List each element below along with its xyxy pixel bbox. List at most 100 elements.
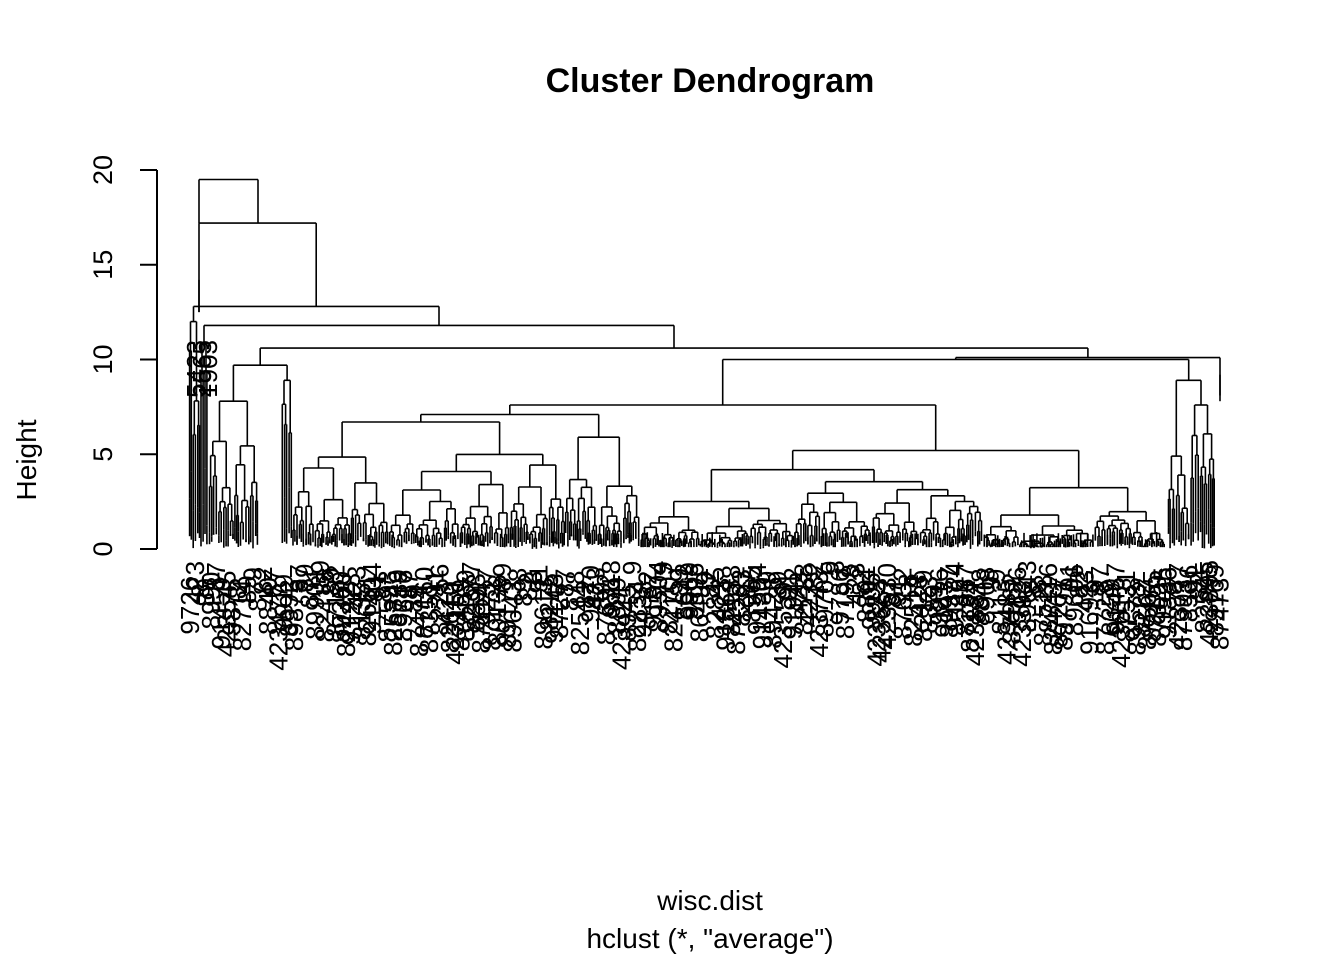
- leaf-label: 87160: [409, 567, 439, 639]
- leaf-label: 9906: [856, 572, 886, 630]
- leaf-label: 91: [1179, 566, 1209, 595]
- leaf-label: 8263: [726, 569, 756, 627]
- leaf-label: 89578: [1121, 583, 1151, 655]
- leaf-label: 8789: [383, 569, 413, 627]
- leaf-label: 87531: [1111, 570, 1141, 642]
- leaf-label: 423: [581, 567, 611, 610]
- leaf-label: 423: [903, 575, 933, 618]
- leaf-label: 89613: [529, 577, 559, 649]
- leaf-label: 8: [560, 571, 590, 585]
- leaf-label: 9: [1080, 579, 1110, 593]
- leaf-label: 89616: [388, 570, 418, 642]
- leaf-label: 423477: [263, 584, 293, 671]
- leaf-label: 82: [1064, 570, 1094, 599]
- leaf-label: 89977: [934, 566, 964, 638]
- leaf-label: 423743: [804, 571, 834, 658]
- leaf-label: 89: [315, 568, 345, 597]
- leaf-label: 9: [617, 561, 647, 575]
- leaf-label: 89169: [1199, 564, 1229, 636]
- leaf-label: 8: [503, 568, 533, 582]
- leaf-label: 87: [243, 583, 273, 612]
- y-tick-label-15: 15: [88, 250, 118, 280]
- leaf-label: 82169: [451, 569, 481, 641]
- leaf-label: 82: [633, 571, 663, 600]
- leaf-label: 89177: [492, 576, 522, 648]
- leaf-label: 87692: [591, 573, 621, 645]
- leaf-label: 82: [248, 566, 278, 595]
- leaf-label: 87459: [445, 579, 475, 651]
- leaf-label: 423617: [1106, 581, 1136, 668]
- leaf-label: 89: [232, 575, 262, 604]
- leaf-label: 8536: [1173, 565, 1203, 623]
- leaf-label: 8275: [534, 573, 564, 631]
- leaf-label: 82707: [653, 562, 683, 634]
- leaf-label: 89791: [1049, 579, 1079, 651]
- leaf-label: 91480: [747, 577, 777, 649]
- leaf-label: 91: [1054, 563, 1084, 592]
- leaf-label: 87134: [955, 581, 985, 653]
- leaf-label: 8: [185, 584, 215, 598]
- leaf-label: 9925: [1147, 567, 1177, 625]
- leaf-label: 423895: [1194, 560, 1224, 647]
- leaf-label: 8823: [913, 576, 943, 634]
- leaf-label: 89165: [1137, 570, 1167, 642]
- leaf-label: 8: [1116, 577, 1146, 591]
- leaf-label: 87: [393, 571, 423, 600]
- leaf-label: 423: [705, 578, 735, 621]
- leaf-label: 91467: [1101, 563, 1131, 635]
- leaf-label: 87277: [1043, 575, 1073, 647]
- leaf-label: 91: [523, 564, 553, 593]
- leaf-label: 8: [1017, 585, 1047, 599]
- leaf-label: 423887: [960, 580, 990, 667]
- leaf-label: 91: [773, 572, 803, 601]
- leaf-label: 9: [237, 567, 267, 581]
- leaf-label: 91124: [939, 562, 969, 632]
- leaf-label: 423777: [1163, 563, 1193, 650]
- leaf-label: 8908: [971, 567, 1001, 625]
- leaf-label: 8: [518, 571, 548, 585]
- leaf-label: 9126: [1002, 567, 1032, 625]
- leaf-label: 89643: [1012, 560, 1042, 632]
- leaf-label: 8992: [274, 579, 304, 637]
- leaf-label: 87728: [1090, 583, 1120, 655]
- leaf-label: 423559: [768, 582, 798, 669]
- leaf-label: 82610: [435, 581, 465, 653]
- leaf-label: 423: [430, 583, 460, 626]
- leaf-label: 89: [305, 560, 335, 589]
- leaf-label: 82: [513, 572, 543, 601]
- leaf-label: 9: [648, 561, 678, 575]
- leaf-label: 91148: [539, 574, 569, 644]
- y-axis: 0 5 10 15 20: [88, 155, 158, 557]
- leaf-label: 8801: [851, 565, 881, 623]
- leaf-label: 89901: [300, 568, 330, 640]
- leaf-label: 9257: [471, 568, 501, 626]
- leaf-label: 89: [191, 578, 221, 607]
- leaf-label: 423: [783, 572, 813, 615]
- y-tick-label-0: 0: [88, 541, 118, 556]
- leaf-label: 8: [820, 560, 850, 574]
- leaf-label: 89707: [809, 565, 839, 637]
- leaf-label: 82129: [908, 570, 938, 642]
- leaf-label: 423667: [867, 576, 897, 663]
- leaf-label: 87: [1085, 566, 1115, 595]
- leaf-label: 9: [976, 576, 1006, 590]
- leaf-label: 423421: [607, 583, 637, 670]
- leaf-label: 82584: [378, 584, 408, 656]
- leaf-label: 8359: [1095, 578, 1125, 636]
- leaf-label: 91: [882, 578, 912, 607]
- leaf-label: 8840: [253, 577, 283, 635]
- leaf-label: 9187: [638, 572, 668, 630]
- leaf-label: 8596: [679, 563, 709, 621]
- leaf-label: 82: [1184, 572, 1214, 601]
- leaf-label: 87459: [721, 583, 751, 655]
- leaf-label: 8: [835, 564, 865, 578]
- x-axis-title: wisc.dist: [656, 885, 763, 916]
- leaf-label: 423151: [440, 578, 470, 665]
- leaf-label: 9969: [674, 562, 704, 620]
- leaf-label: 423545: [211, 571, 241, 658]
- leaf-label: 87351: [414, 581, 444, 653]
- leaf-label: 89: [664, 568, 694, 597]
- leaf-label: 87197: [830, 567, 860, 639]
- leaf-label: 8848: [965, 568, 995, 626]
- leaf-label: 87652: [887, 567, 917, 639]
